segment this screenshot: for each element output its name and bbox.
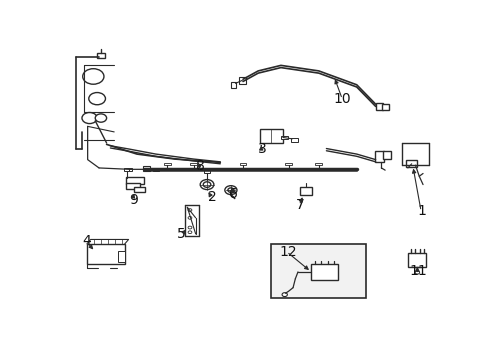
Circle shape	[89, 93, 105, 105]
Bar	[310, 264, 338, 279]
Text: 12: 12	[278, 245, 296, 258]
Bar	[118, 251, 125, 262]
Text: 7: 7	[295, 198, 304, 212]
Bar	[299, 187, 311, 194]
Bar	[142, 166, 150, 171]
Bar	[281, 135, 287, 139]
Bar	[163, 163, 170, 166]
Bar	[153, 168, 159, 171]
Bar	[260, 129, 282, 143]
Bar	[134, 187, 144, 192]
Bar	[407, 253, 426, 267]
Circle shape	[188, 231, 191, 234]
Circle shape	[188, 226, 191, 229]
Bar	[315, 163, 322, 166]
Bar	[383, 151, 390, 159]
Bar	[126, 183, 140, 189]
Bar	[285, 163, 291, 166]
Circle shape	[203, 182, 210, 187]
Circle shape	[82, 112, 97, 123]
Bar	[239, 163, 246, 166]
Bar	[126, 168, 132, 171]
Bar	[230, 82, 236, 87]
Text: 2: 2	[207, 190, 216, 204]
Text: 4: 4	[82, 234, 91, 248]
Circle shape	[95, 114, 106, 122]
Text: 5: 5	[177, 228, 185, 242]
Text: 1: 1	[417, 204, 426, 218]
Text: 3: 3	[257, 141, 266, 156]
Bar	[203, 169, 210, 173]
Circle shape	[188, 209, 191, 211]
FancyBboxPatch shape	[271, 244, 366, 298]
Bar	[405, 160, 417, 167]
Bar	[124, 168, 129, 171]
Circle shape	[200, 180, 213, 190]
Bar	[290, 138, 297, 141]
Circle shape	[82, 69, 104, 84]
Text: 6: 6	[229, 187, 238, 201]
Circle shape	[224, 186, 237, 194]
Text: 10: 10	[333, 92, 350, 105]
Text: 11: 11	[408, 264, 426, 278]
Bar	[126, 177, 143, 184]
Circle shape	[188, 216, 191, 219]
Bar	[381, 104, 388, 110]
Text: 9: 9	[128, 193, 137, 207]
Bar	[190, 163, 197, 166]
Bar	[87, 244, 124, 264]
Circle shape	[414, 271, 419, 274]
Bar	[238, 77, 245, 84]
Text: 8: 8	[196, 159, 204, 173]
Bar	[97, 53, 105, 58]
Circle shape	[227, 188, 233, 192]
Circle shape	[282, 293, 287, 297]
Bar	[375, 103, 383, 111]
Bar	[374, 151, 384, 162]
